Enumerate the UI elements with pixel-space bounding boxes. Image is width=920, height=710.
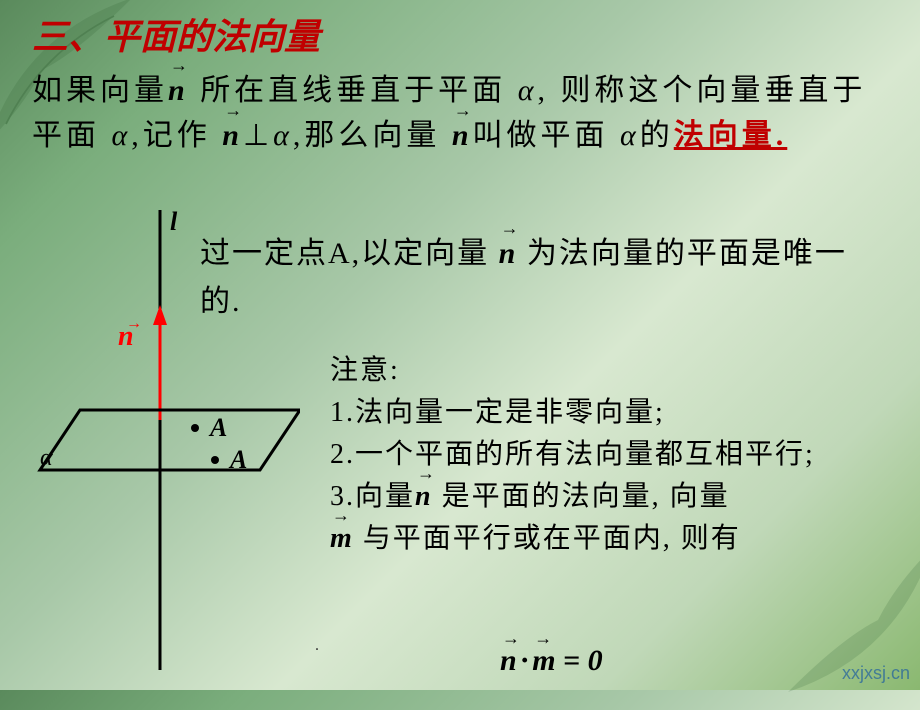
uniqueness-statement: 过一定点A,以定向量 n 为法向量的平面是唯一的. <box>200 230 880 326</box>
svg-text:→: → <box>126 315 142 332</box>
page-indicator: . <box>315 637 319 655</box>
note-2: 2.一个平面的所有法向量都互相平行; <box>330 434 890 476</box>
notes-header: 注意: <box>330 350 890 392</box>
svg-text:A: A <box>228 445 247 474</box>
svg-text:α: α <box>40 445 53 471</box>
svg-text:l: l <box>170 210 178 236</box>
notes-list: 注意: 1.法向量一定是非零向量; 2.一个平面的所有法向量都互相平行; 3.向… <box>330 350 890 560</box>
watermark: xxjxsj.cn <box>842 663 910 684</box>
dot-product-formula: n·m = 0 <box>500 644 603 678</box>
definition-paragraph: 如果向量n 所在直线垂直于平面 α, 则称这个向量垂直于平面 α,记作 n⊥α,… <box>32 68 888 158</box>
note-3: 3.向量n 是平面的法向量, 向量 m 与平面平行或在平面内, 则有 <box>330 476 890 560</box>
note-1: 1.法向量一定是非零向量; <box>330 392 890 434</box>
svg-text:A: A <box>208 413 227 442</box>
